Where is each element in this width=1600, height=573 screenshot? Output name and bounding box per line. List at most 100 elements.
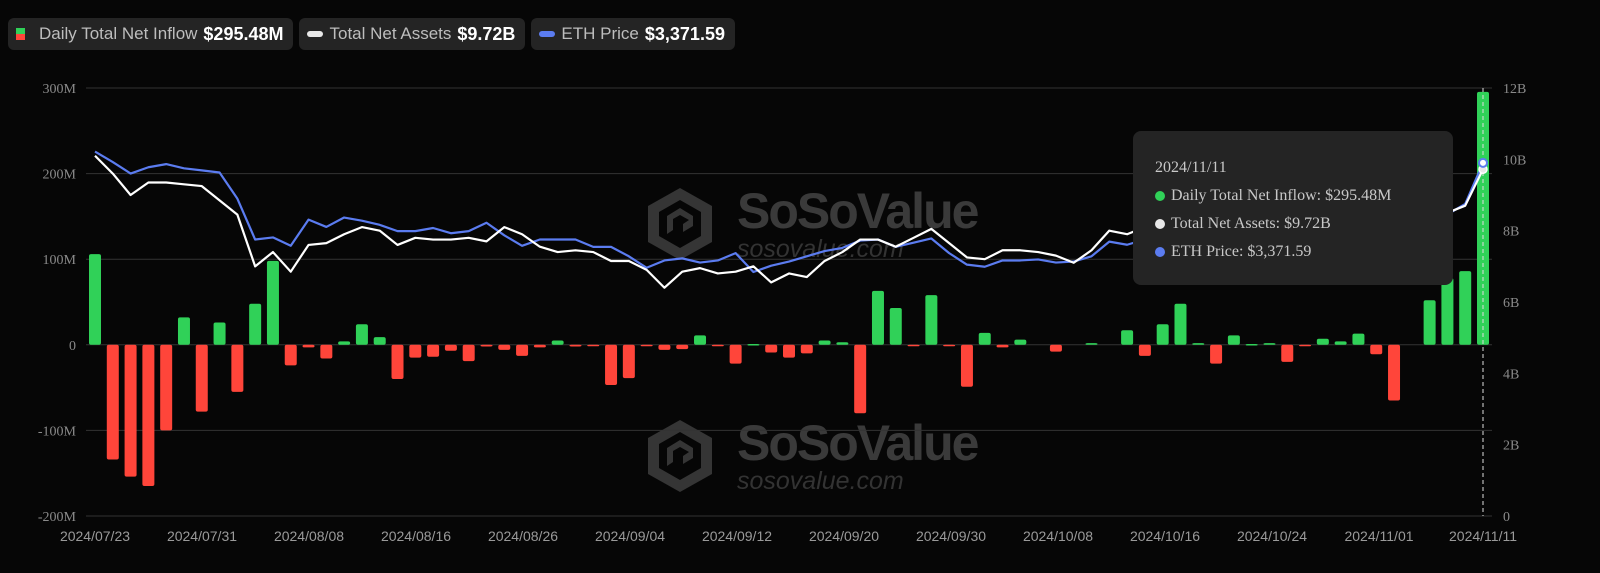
x-axis-date-label: 2024/07/31 <box>167 528 237 544</box>
inflow-bar[interactable] <box>854 344 867 414</box>
inflow-bar[interactable] <box>907 344 920 347</box>
inflow-bar[interactable] <box>551 340 564 345</box>
inflow-bar[interactable] <box>1263 343 1276 345</box>
inflow-bar[interactable] <box>1121 330 1134 345</box>
inflow-bar[interactable] <box>836 342 849 345</box>
x-axis-date-label: 2024/08/26 <box>488 528 558 544</box>
inflow-bar[interactable] <box>622 344 635 379</box>
inflow-bar[interactable] <box>765 344 778 353</box>
inflow-bar[interactable] <box>747 343 760 346</box>
inflow-bar[interactable] <box>1459 271 1472 345</box>
inflow-bar[interactable] <box>1316 338 1329 345</box>
inflow-bar[interactable] <box>177 317 190 345</box>
inflow-bar[interactable] <box>249 303 262 345</box>
inflow-bar[interactable] <box>1227 335 1240 345</box>
inflow-bar[interactable] <box>1441 278 1454 345</box>
blue-dot-icon <box>1155 247 1165 257</box>
x-axis-date-label: 2024/09/04 <box>595 528 665 544</box>
inflow-bar[interactable] <box>996 344 1009 348</box>
eth-point-marker <box>1478 157 1488 168</box>
inflow-bar[interactable] <box>943 344 956 347</box>
inflow-bar[interactable] <box>195 344 208 412</box>
inflow-bar[interactable] <box>1174 303 1187 345</box>
left-axis-tick: -100M <box>38 424 77 439</box>
legend-eth-price[interactable]: ETH Price $3,371.59 <box>531 18 735 50</box>
inflow-bar[interactable] <box>320 344 333 359</box>
inflow-bar[interactable] <box>462 344 475 362</box>
inflow-bar[interactable] <box>355 324 368 345</box>
inflow-bar[interactable] <box>587 344 600 347</box>
inflow-bar[interactable] <box>1281 344 1294 362</box>
inflow-bar[interactable] <box>391 344 404 380</box>
inflow-bar[interactable] <box>800 344 813 354</box>
inflow-bar[interactable] <box>818 340 831 345</box>
inflow-bar[interactable] <box>1352 333 1365 345</box>
inflow-bars[interactable] <box>89 91 1489 487</box>
inflow-bar[interactable] <box>1245 343 1258 346</box>
inflow-bar[interactable] <box>711 344 724 347</box>
inflow-bar[interactable] <box>1423 300 1436 345</box>
inflow-bar[interactable] <box>1049 344 1062 352</box>
inflow-bar[interactable] <box>284 344 297 366</box>
inflow-bar[interactable] <box>1085 343 1098 345</box>
inflow-bar[interactable] <box>498 344 511 350</box>
legend-total-net-assets[interactable]: Total Net Assets $9.72B <box>299 18 526 50</box>
inflow-bar[interactable] <box>124 344 137 477</box>
x-axis-date-label: 2024/11/11 <box>1449 528 1517 544</box>
inflow-bar[interactable] <box>1192 343 1205 345</box>
inflow-bar[interactable] <box>373 337 386 345</box>
legend-inflow-value: $295.48M <box>203 23 284 44</box>
inflow-bar[interactable] <box>444 344 457 351</box>
inflow-bar[interactable] <box>302 344 315 348</box>
inflow-bar[interactable] <box>1334 341 1347 345</box>
inflow-bar[interactable] <box>960 344 973 387</box>
inflow-bar[interactable] <box>409 344 422 358</box>
inflow-bar[interactable] <box>516 344 529 356</box>
inflow-bar[interactable] <box>658 344 671 350</box>
left-axis-tick: 0 <box>69 339 76 354</box>
legend-eth-value: $3,371.59 <box>644 23 725 44</box>
inflow-bar[interactable] <box>533 344 546 348</box>
inflow-bar[interactable] <box>783 344 795 358</box>
right-axis-tick: 12B <box>1503 82 1526 97</box>
inflow-bar[interactable] <box>338 341 351 345</box>
inflow-bar[interactable] <box>1299 344 1312 347</box>
inflow-bar[interactable] <box>605 344 618 386</box>
legend-inflow-label: Daily Total Net Inflow <box>39 24 198 43</box>
inflow-bar[interactable] <box>1210 344 1223 364</box>
inflow-bar[interactable] <box>480 344 493 347</box>
inflow-bar[interactable] <box>1156 324 1169 345</box>
inflow-bar[interactable] <box>676 344 689 350</box>
legend-daily-net-inflow[interactable]: Daily Total Net Inflow $295.48M <box>8 18 294 50</box>
inflow-bar[interactable] <box>106 344 119 460</box>
green-dot-icon <box>1155 191 1165 201</box>
right-y-axis: 12B 10B 8B 6B 4B 2B 0 <box>1503 82 1526 525</box>
x-axis-date-label: 2024/10/08 <box>1023 528 1093 544</box>
right-axis-tick: 6B <box>1503 296 1519 311</box>
inflow-bar[interactable] <box>1388 344 1401 401</box>
inflow-bar[interactable] <box>213 322 226 345</box>
inflow-bar[interactable] <box>925 295 938 345</box>
inflow-bar[interactable] <box>640 344 653 347</box>
inflow-bar[interactable] <box>266 260 279 345</box>
tooltip-row-inflow: Daily Total Net Inflow: $295.48M <box>1155 187 1391 205</box>
inflow-bar[interactable] <box>694 335 707 345</box>
inflow-bar[interactable] <box>427 344 440 357</box>
x-axis-date-label: 2024/09/30 <box>916 528 986 544</box>
inflow-bar[interactable] <box>729 344 742 364</box>
inflow-bar[interactable] <box>1138 344 1151 356</box>
inflow-bar[interactable] <box>89 254 101 345</box>
x-axis-date-label: 2024/08/08 <box>274 528 344 544</box>
x-axis-date-label: 2024/08/16 <box>381 528 451 544</box>
inflow-bar[interactable] <box>889 307 902 345</box>
inflow-bar[interactable] <box>160 344 173 431</box>
inflow-bar[interactable] <box>871 290 884 345</box>
inflow-bar[interactable] <box>569 344 582 347</box>
inflow-bar[interactable] <box>1014 339 1027 345</box>
inflow-bar[interactable] <box>978 332 991 345</box>
inflow-bar[interactable] <box>142 344 155 487</box>
inflow-bar[interactable] <box>1370 344 1383 355</box>
inflow-bar[interactable] <box>231 344 244 392</box>
inflow-bar[interactable] <box>1477 91 1489 345</box>
